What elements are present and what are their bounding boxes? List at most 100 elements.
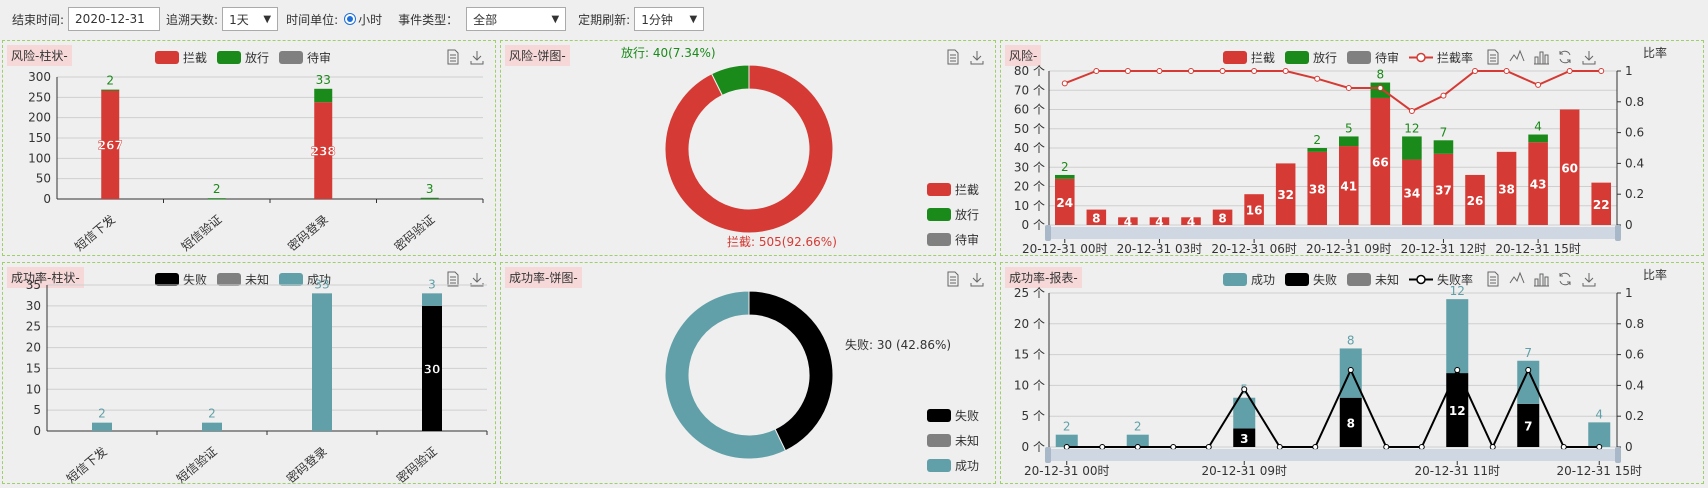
legend-item[interactable]: 成功 bbox=[927, 457, 979, 474]
bar bbox=[1181, 217, 1201, 225]
legend-label: 放行 bbox=[1313, 51, 1338, 65]
legend: 失败 未知 成功 bbox=[927, 407, 979, 474]
legend-item[interactable]: 成功 bbox=[279, 271, 331, 288]
y-tick-label: 20 个 bbox=[1014, 317, 1045, 331]
success-report-chart: 0 个5 个10 个15 个20 个25 个00.20.40.60.812235… bbox=[1014, 284, 1644, 478]
bar bbox=[1402, 159, 1422, 225]
legend-swatch bbox=[279, 273, 304, 286]
legend-item[interactable]: 未知 bbox=[1347, 271, 1399, 288]
line-chart-icon[interactable] bbox=[1509, 271, 1525, 287]
toolbar: 结束时间: 2020-12-31 追溯天数: 1天 ▼ 时间单位: 小时 事件类… bbox=[0, 0, 1708, 38]
bar-chart-icon[interactable] bbox=[1533, 271, 1549, 287]
legend-item[interactable]: 待审 bbox=[1347, 49, 1399, 66]
bar bbox=[1528, 134, 1548, 143]
y-tick-label: 25 bbox=[26, 320, 41, 334]
bar bbox=[1339, 348, 1362, 398]
legend-swatch bbox=[155, 51, 179, 64]
risk-report-panel: 风险- 拦截 放行 待审 拦截率 比率 0 个 10 个 20 个 30 个 40 个 5… bbox=[1000, 40, 1704, 256]
legend-item[interactable]: 拦截 bbox=[155, 49, 207, 66]
slice-label: 放行: 40(7.34%) bbox=[621, 45, 716, 60]
data-view-icon[interactable] bbox=[1485, 271, 1501, 287]
refresh-select[interactable]: 1分钟 ▼ bbox=[634, 7, 705, 31]
x-tick-label: 20-12-31 09时 bbox=[1201, 464, 1287, 478]
data-label: 8 bbox=[1347, 333, 1355, 347]
end-time-input[interactable]: 2020-12-31 bbox=[68, 7, 161, 31]
line-point bbox=[1099, 444, 1106, 450]
line-point bbox=[1251, 68, 1258, 74]
refresh-icon[interactable] bbox=[1557, 271, 1573, 287]
data-label: 238 bbox=[311, 145, 336, 159]
legend-label: 待审 bbox=[307, 51, 332, 65]
y2-tick-label: 0.6 bbox=[1625, 126, 1644, 140]
line-point bbox=[1219, 68, 1226, 74]
y2-tick-label: 1 bbox=[1625, 64, 1633, 78]
line-point bbox=[1282, 68, 1289, 74]
legend-item[interactable]: 成功 bbox=[1223, 271, 1275, 288]
y-tick-label: 200 bbox=[28, 111, 51, 125]
data-label: 5 bbox=[1345, 121, 1353, 135]
event-type-label: 事件类型： bbox=[398, 12, 459, 27]
pie-slice bbox=[664, 64, 834, 234]
data-view-icon[interactable] bbox=[445, 271, 461, 287]
bar bbox=[1588, 422, 1611, 447]
line-point bbox=[1535, 81, 1542, 88]
legend-item[interactable]: 失败 bbox=[155, 271, 207, 288]
download-icon[interactable] bbox=[969, 271, 985, 287]
y-tick-label: 30 个 bbox=[1014, 160, 1045, 174]
legend-item[interactable]: 未知 bbox=[217, 271, 269, 288]
legend-item[interactable]: 放行 bbox=[927, 206, 979, 223]
legend: 拦截 放行 待审 拦截率 bbox=[1223, 49, 1473, 66]
data-label: 3 bbox=[426, 182, 434, 196]
bar-chart-icon[interactable] bbox=[1533, 49, 1549, 65]
download-icon[interactable] bbox=[969, 49, 985, 65]
bar bbox=[1054, 174, 1075, 179]
backtrack-select[interactable]: 1天 ▼ bbox=[222, 7, 279, 31]
download-icon[interactable] bbox=[1581, 49, 1597, 65]
legend-item[interactable]: 放行 bbox=[217, 49, 269, 66]
legend-swatch bbox=[1347, 51, 1372, 64]
legend-item[interactable]: 拦截率 bbox=[1409, 49, 1473, 66]
y-tick-label: 5 bbox=[33, 403, 41, 417]
line-chart-icon[interactable] bbox=[1509, 49, 1525, 65]
bar bbox=[1496, 151, 1517, 225]
bar bbox=[1559, 109, 1580, 225]
legend-label: 待审 bbox=[955, 233, 980, 247]
line-point bbox=[1525, 367, 1532, 373]
legend-item[interactable]: 拦截 bbox=[927, 181, 979, 198]
legend-item[interactable]: 失败 bbox=[927, 407, 979, 424]
legend-swatch bbox=[927, 208, 951, 221]
y-tick-label: 40 个 bbox=[1014, 141, 1045, 155]
data-view-icon[interactable] bbox=[445, 49, 461, 65]
data-view-icon[interactable] bbox=[1485, 49, 1501, 65]
data-view-icon[interactable] bbox=[945, 271, 961, 287]
y-tick-label: 50 bbox=[36, 172, 51, 186]
legend-item[interactable]: 放行 bbox=[1285, 49, 1337, 66]
success-bar-panel: 成功率-柱状- 失败 未知 成功 0 5 10 15 20 25 30 35 短信下发 2 短信验证… bbox=[2, 262, 496, 485]
data-label: 4 bbox=[1187, 215, 1195, 229]
data-label: 60 bbox=[1561, 161, 1578, 175]
legend-swatch bbox=[927, 434, 951, 447]
legend-item[interactable]: 拦截 bbox=[1223, 49, 1275, 66]
refresh-icon[interactable] bbox=[1557, 49, 1573, 65]
data-label: 34 bbox=[1404, 186, 1421, 200]
legend-item[interactable]: 待审 bbox=[927, 231, 979, 248]
data-label: 24 bbox=[1056, 196, 1073, 210]
legend-item[interactable]: 失败 bbox=[1285, 271, 1337, 288]
legend-item[interactable]: 待审 bbox=[279, 49, 331, 66]
legend-label: 成功 bbox=[955, 459, 980, 473]
legend-item[interactable]: 未知 bbox=[927, 432, 979, 449]
x-tick-label: 20-12-31 12时 bbox=[1401, 242, 1487, 256]
line-point bbox=[1134, 444, 1141, 450]
legend: 拦截 放行 待审 bbox=[927, 181, 979, 248]
bar bbox=[1233, 397, 1256, 429]
line-point bbox=[1560, 444, 1567, 450]
legend-item[interactable]: 失败率 bbox=[1409, 271, 1473, 288]
y2-tick-label: 0.2 bbox=[1625, 187, 1644, 201]
download-icon[interactable] bbox=[1581, 271, 1597, 287]
data-view-icon[interactable] bbox=[945, 49, 961, 65]
data-label: 32 bbox=[1277, 188, 1294, 202]
event-type-select[interactable]: 全部 ▼ bbox=[466, 7, 567, 31]
time-unit-radio[interactable] bbox=[344, 13, 357, 25]
download-icon[interactable] bbox=[469, 49, 485, 65]
legend-swatch bbox=[1223, 51, 1247, 64]
